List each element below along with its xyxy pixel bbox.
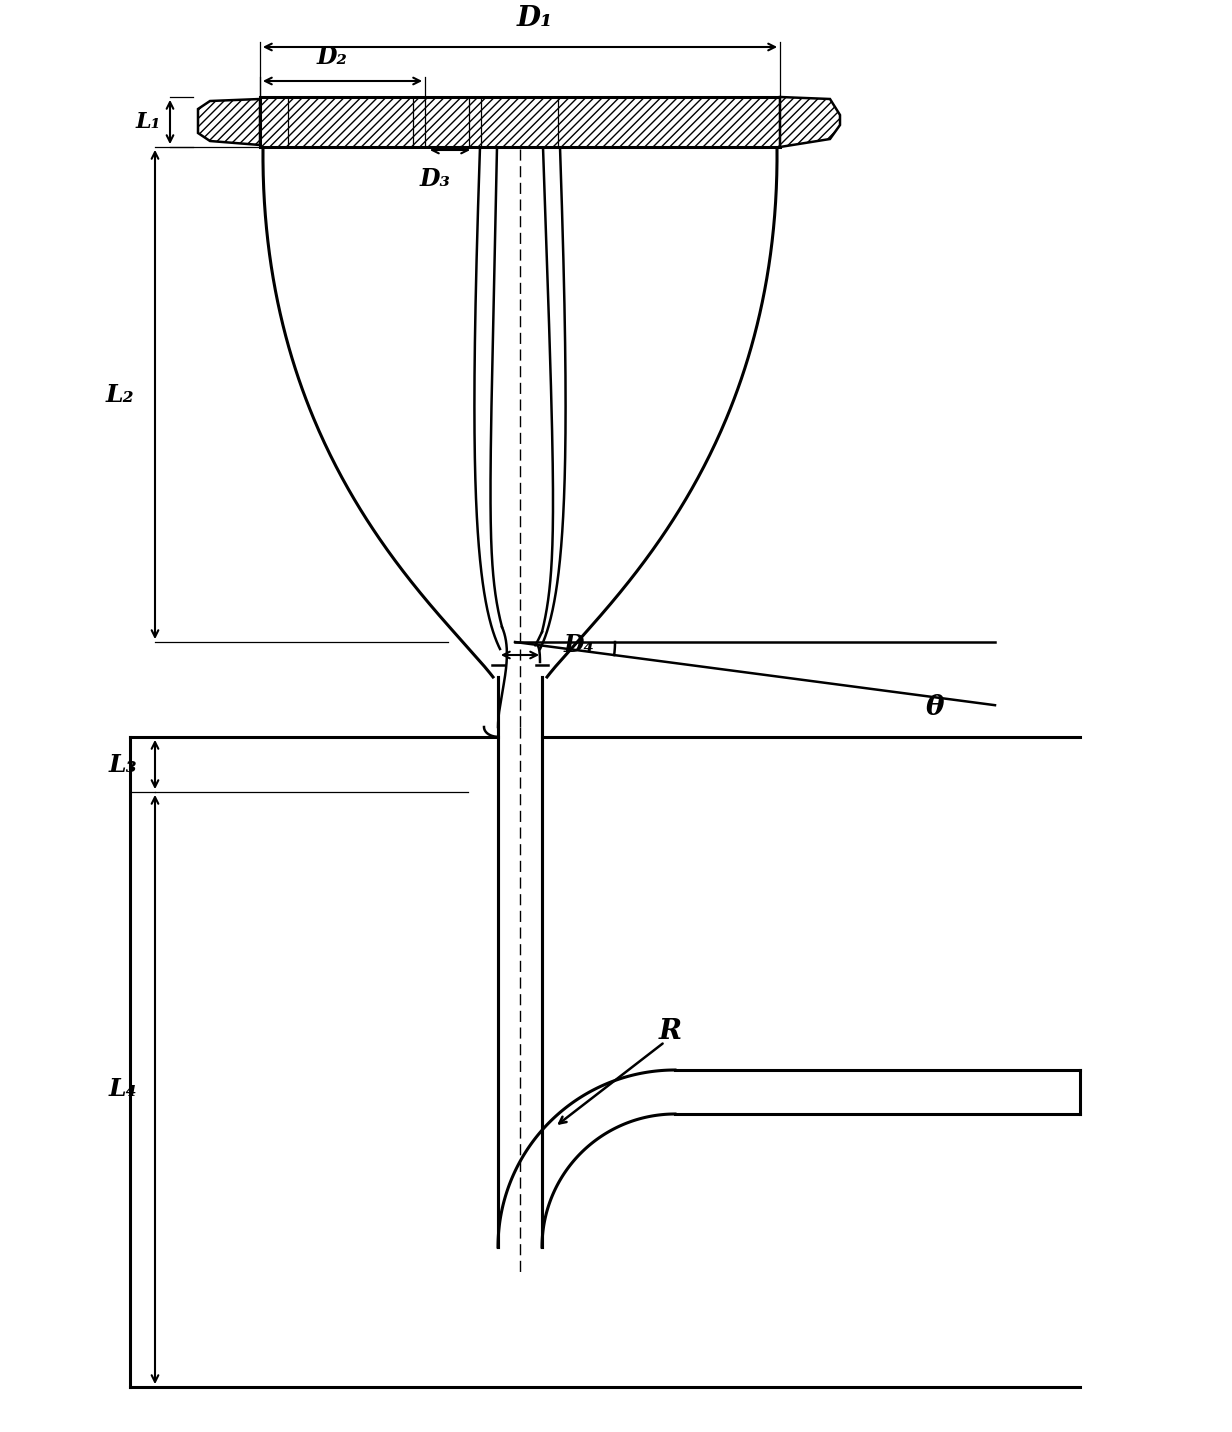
Bar (260, 97, 780, 147)
Bar (260, 97, 780, 147)
Text: L₃: L₃ (108, 752, 137, 776)
Polygon shape (780, 97, 840, 147)
Text: L₄: L₄ (108, 1077, 137, 1101)
Text: θ: θ (925, 693, 944, 720)
Text: R: R (658, 1018, 681, 1045)
Text: D₃: D₃ (420, 168, 451, 190)
Text: L₂: L₂ (106, 382, 134, 407)
Text: L₁: L₁ (136, 112, 160, 133)
Polygon shape (198, 99, 260, 145)
Text: D₄: D₄ (564, 633, 595, 657)
Text: D₂: D₂ (317, 44, 347, 69)
Text: D₁: D₁ (517, 4, 553, 32)
